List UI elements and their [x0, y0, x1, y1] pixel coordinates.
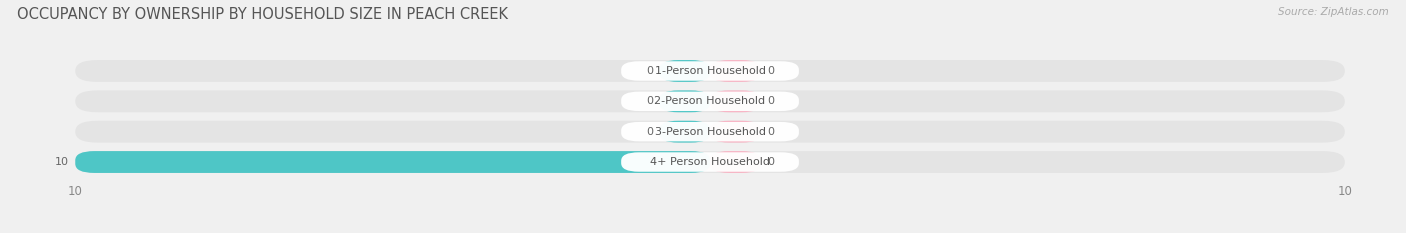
FancyBboxPatch shape	[659, 121, 710, 143]
Text: 0: 0	[768, 127, 775, 137]
FancyBboxPatch shape	[621, 92, 799, 111]
Text: 0: 0	[768, 157, 775, 167]
FancyBboxPatch shape	[710, 60, 761, 82]
FancyBboxPatch shape	[710, 90, 761, 112]
FancyBboxPatch shape	[76, 151, 710, 173]
FancyBboxPatch shape	[76, 90, 1344, 112]
Text: 10: 10	[55, 157, 69, 167]
Text: 0: 0	[645, 96, 652, 106]
Text: 2-Person Household: 2-Person Household	[654, 96, 766, 106]
FancyBboxPatch shape	[621, 152, 799, 172]
Text: OCCUPANCY BY OWNERSHIP BY HOUSEHOLD SIZE IN PEACH CREEK: OCCUPANCY BY OWNERSHIP BY HOUSEHOLD SIZE…	[17, 7, 508, 22]
FancyBboxPatch shape	[621, 61, 799, 81]
FancyBboxPatch shape	[76, 60, 1344, 82]
Text: 4+ Person Household: 4+ Person Household	[650, 157, 770, 167]
FancyBboxPatch shape	[659, 60, 710, 82]
Text: 1-Person Household: 1-Person Household	[655, 66, 765, 76]
Text: 0: 0	[768, 96, 775, 106]
Text: 3-Person Household: 3-Person Household	[655, 127, 765, 137]
FancyBboxPatch shape	[659, 90, 710, 112]
Text: 0: 0	[768, 66, 775, 76]
Text: 0: 0	[645, 127, 652, 137]
FancyBboxPatch shape	[710, 121, 761, 143]
Text: 0: 0	[645, 66, 652, 76]
Text: Source: ZipAtlas.com: Source: ZipAtlas.com	[1278, 7, 1389, 17]
FancyBboxPatch shape	[621, 122, 799, 141]
FancyBboxPatch shape	[76, 121, 1344, 143]
FancyBboxPatch shape	[710, 151, 761, 173]
FancyBboxPatch shape	[76, 151, 1344, 173]
